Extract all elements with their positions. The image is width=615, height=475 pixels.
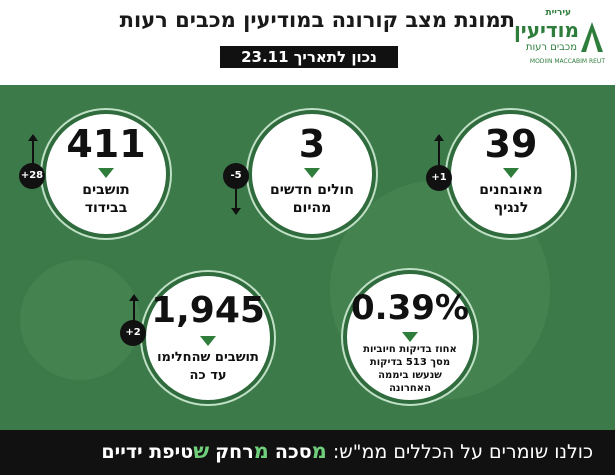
stat-label: עד כה	[189, 368, 227, 383]
slogan-word: טיפת ידיים	[101, 441, 194, 463]
stat-value: 3	[298, 122, 326, 166]
down-triangle-icon	[304, 168, 320, 178]
footer-slogan: כולנו שומרים על הכללים ממ"ש: מסכה מרחק ש…	[0, 430, 615, 475]
change-badge: +2	[120, 320, 146, 346]
logo-text-en: MODIIN MACCABIM REUT	[529, 58, 605, 65]
virus-background-shape	[20, 260, 140, 380]
stat-circle-isolation: 411 תושבים בבידוד	[42, 110, 170, 238]
stat-label: מסך 513 בדיקות	[369, 357, 451, 368]
stat-label: מאובחנים	[479, 182, 543, 198]
stat-circle-positive-rate: 0.39% אחוז בדיקות חיוביות מסך 513 בדיקות…	[343, 270, 477, 404]
stat-label: תושבים	[82, 182, 130, 198]
page-title: תמונת מצב קורונה במודיעין מכבים רעות	[119, 8, 515, 32]
down-triangle-icon	[98, 168, 114, 178]
slogan-letter: מ	[311, 439, 327, 463]
down-triangle-icon	[200, 336, 216, 346]
up-arrow-icon	[28, 134, 38, 164]
stat-value: 0.39%	[351, 288, 469, 328]
change-badge: +1	[426, 165, 452, 191]
stat-label: לנגיף	[493, 200, 529, 216]
slogan-prefix: כולנו שומרים על הכללים ממ"ש:	[332, 441, 593, 463]
slogan-word: סכה	[274, 441, 312, 463]
change-badge: +28	[19, 163, 45, 189]
stat-label: בבידוד	[84, 200, 128, 216]
up-arrow-icon	[129, 294, 139, 322]
down-arrow-icon	[231, 189, 241, 215]
stat-circle-recovered: 1,945 תושבים שהחלימו עד כה	[142, 272, 274, 404]
stat-label: חולים חדשים	[270, 182, 354, 198]
header: תמונת מצב קורונה במודיעין מכבים רעות נכו…	[0, 0, 615, 85]
slogan-word: רחק	[215, 441, 254, 463]
stat-value: 39	[484, 122, 538, 166]
stat-value: 411	[66, 122, 146, 166]
logo-text-sub: מכבים רעות	[525, 42, 577, 53]
stat-label: אחוז בדיקות חיוביות	[363, 344, 457, 355]
stat-label: מהיום	[292, 200, 332, 216]
date-badge: נכון לתאריך 23.11	[220, 46, 398, 68]
down-triangle-icon	[503, 168, 519, 178]
stat-label: האחרונה	[389, 383, 431, 394]
stat-circle-new-patients: 3 חולים חדשים מהיום	[248, 110, 376, 238]
up-arrow-icon	[434, 134, 444, 166]
change-badge: -5	[223, 163, 249, 189]
slogan-letter: ש	[193, 439, 210, 463]
stat-circle-confirmed: 39 מאובחנים לנגיף	[447, 110, 575, 238]
city-logo: עיריית מודיעין מכבים רעות MODIIN MACCABI…	[513, 6, 607, 78]
logo-emblem-icon	[581, 22, 603, 52]
down-triangle-icon	[402, 332, 418, 342]
slogan-letter: מ	[253, 439, 269, 463]
stat-label: תושבים שהחלימו	[157, 350, 259, 365]
stat-value: 1,945	[151, 290, 265, 331]
logo-text-main: מודיעין	[513, 18, 579, 42]
logo-text-top: עיריית	[545, 8, 571, 18]
stat-label: שנעשו ביממה	[378, 370, 442, 381]
